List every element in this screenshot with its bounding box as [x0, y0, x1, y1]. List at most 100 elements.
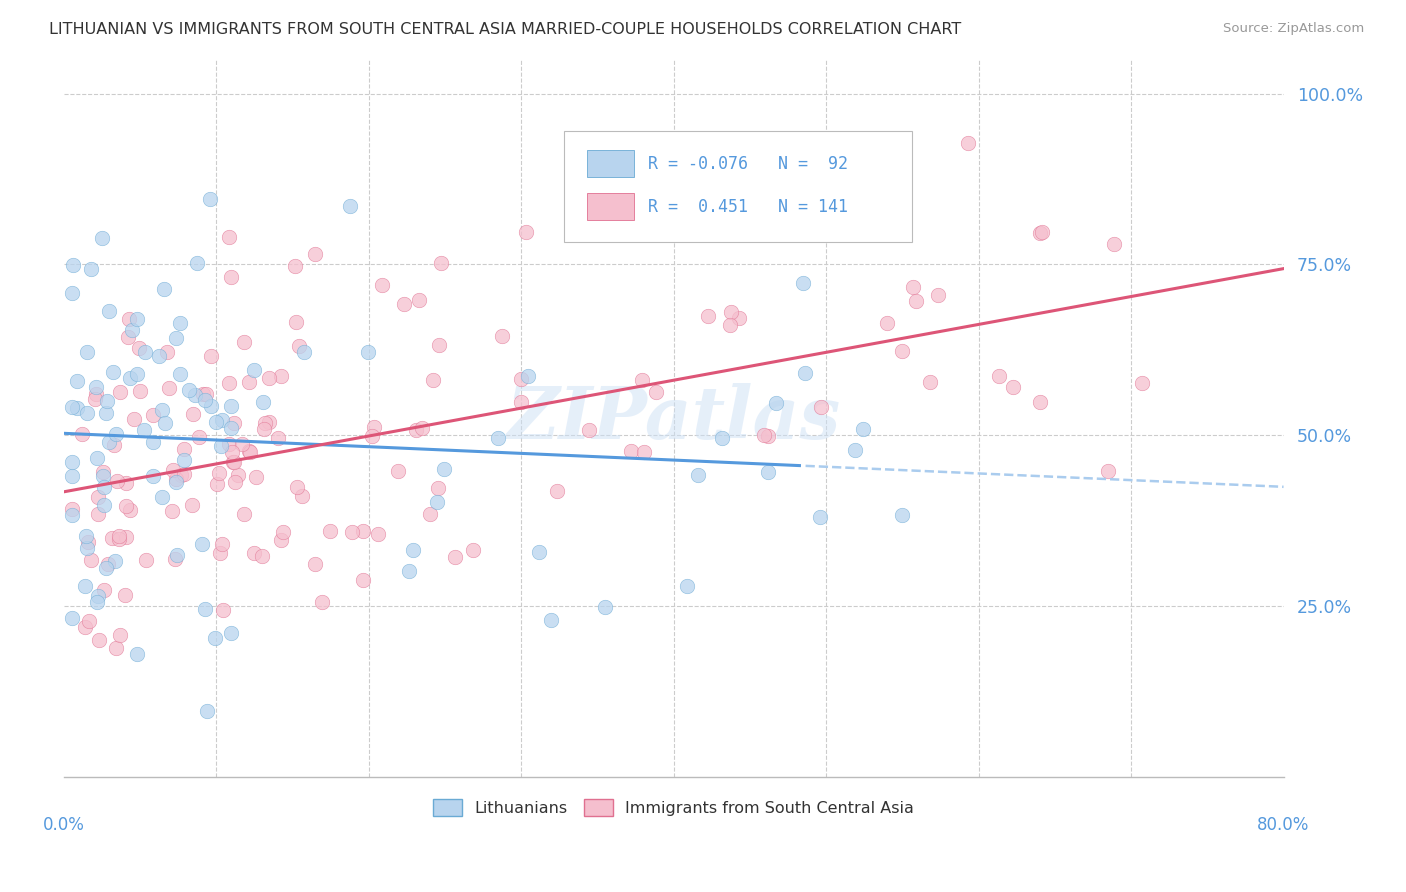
Point — [101, 531, 124, 545]
Point — [352, 524, 374, 539]
Point — [219, 270, 242, 285]
Point — [115, 530, 138, 544]
Point — [105, 427, 128, 442]
Point — [267, 431, 290, 445]
Point — [927, 287, 949, 301]
Point — [633, 445, 655, 459]
Point — [793, 366, 815, 380]
Point — [72, 427, 94, 442]
Point — [486, 431, 509, 445]
Point — [510, 395, 533, 409]
Point — [222, 455, 245, 469]
Point — [808, 509, 831, 524]
Text: 0.0%: 0.0% — [44, 816, 84, 834]
Point — [876, 316, 898, 330]
Point — [128, 341, 150, 355]
Point — [529, 545, 551, 559]
Point — [273, 524, 295, 539]
Point — [60, 508, 83, 523]
Point — [75, 620, 97, 634]
Point — [142, 409, 165, 423]
Point — [696, 310, 718, 324]
Point — [142, 435, 165, 450]
Point — [252, 395, 274, 409]
Point — [170, 468, 193, 483]
Point — [80, 553, 103, 567]
Point — [890, 508, 912, 522]
Point — [104, 554, 127, 568]
Point — [169, 367, 191, 381]
Point — [238, 444, 260, 458]
Point — [86, 387, 108, 401]
Point — [342, 524, 364, 539]
Point — [135, 553, 157, 567]
Point — [411, 421, 433, 435]
Point — [720, 305, 742, 319]
Point — [104, 640, 127, 655]
Point — [718, 318, 741, 332]
Point — [125, 647, 148, 661]
Point — [127, 312, 149, 326]
Point — [1001, 380, 1024, 394]
Point — [727, 311, 749, 326]
Point — [188, 430, 211, 444]
Point — [110, 385, 132, 400]
Point — [1029, 226, 1052, 240]
Point — [211, 536, 233, 550]
Point — [142, 468, 165, 483]
Point — [402, 542, 425, 557]
Point — [219, 399, 242, 413]
Point — [239, 444, 262, 458]
Point — [444, 549, 467, 564]
Point — [65, 374, 87, 388]
Point — [148, 349, 170, 363]
Point — [86, 595, 108, 609]
Point — [792, 276, 814, 290]
Point — [1097, 464, 1119, 478]
Point — [209, 439, 232, 453]
Point — [87, 507, 110, 521]
Point — [169, 317, 191, 331]
Point — [852, 422, 875, 436]
Point — [118, 311, 141, 326]
Point — [80, 261, 103, 276]
Point — [546, 483, 568, 498]
Point — [96, 561, 118, 575]
Point — [509, 372, 531, 386]
Point — [645, 385, 668, 400]
Point — [87, 490, 110, 504]
Point — [86, 380, 108, 394]
Point — [93, 583, 115, 598]
Point — [97, 304, 120, 318]
Point — [219, 626, 242, 640]
Point — [157, 381, 180, 395]
Point — [419, 507, 441, 521]
Point — [77, 615, 100, 629]
Point — [224, 475, 246, 490]
Point — [363, 419, 385, 434]
Point — [76, 541, 98, 555]
Point — [491, 329, 513, 343]
Point — [844, 442, 866, 457]
Point — [156, 345, 179, 359]
Point — [75, 579, 97, 593]
Point — [752, 427, 775, 442]
Point — [115, 475, 138, 490]
Point — [765, 396, 787, 410]
Point — [91, 231, 114, 245]
Point — [304, 247, 326, 261]
Point — [243, 363, 266, 377]
Point — [166, 549, 188, 563]
FancyBboxPatch shape — [564, 131, 911, 243]
Point — [311, 595, 333, 609]
Point — [194, 387, 217, 401]
Point — [904, 294, 927, 309]
Point — [180, 498, 202, 512]
Point — [179, 384, 201, 398]
Point — [60, 400, 83, 414]
Point — [200, 399, 222, 413]
Point — [270, 533, 292, 547]
Point — [245, 470, 267, 484]
Point — [114, 588, 136, 602]
Point — [253, 422, 276, 436]
